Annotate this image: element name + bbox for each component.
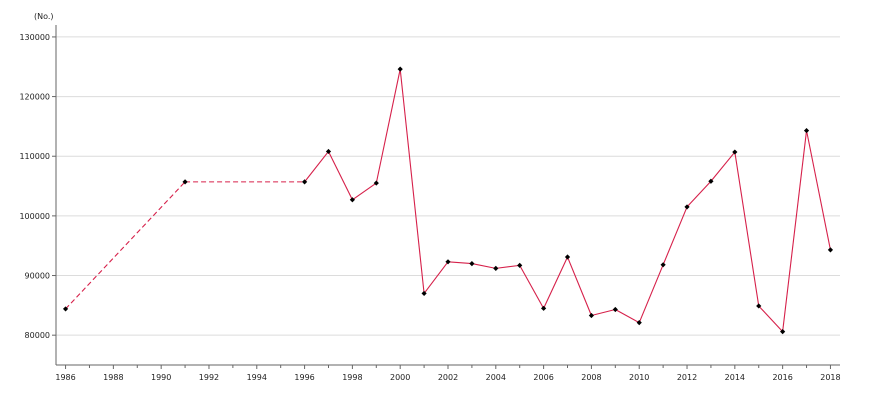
y-tick-label: 130000 xyxy=(19,33,50,42)
data-series xyxy=(65,69,831,332)
data-point xyxy=(636,320,642,326)
series-segment xyxy=(399,69,425,294)
x-tick-label: 2010 xyxy=(629,373,649,382)
series-segment xyxy=(543,256,569,309)
series-segment xyxy=(638,264,664,323)
series-segment xyxy=(495,264,520,269)
x-tick-label: 2006 xyxy=(533,373,553,382)
x-tick-label: 1992 xyxy=(199,373,219,382)
x-tick-label: 1988 xyxy=(103,373,123,382)
data-point xyxy=(708,178,714,184)
series-segment xyxy=(758,305,784,332)
data-point xyxy=(445,259,451,265)
data-point xyxy=(612,306,618,313)
series-segment xyxy=(734,151,760,307)
data-point xyxy=(564,254,571,260)
grid-lines xyxy=(56,36,840,336)
data-point xyxy=(325,148,332,155)
data-point xyxy=(732,149,738,155)
y-axis-ticks: 80000 90000 100000 110000 120000 130000 xyxy=(19,33,56,340)
data-point xyxy=(349,197,355,203)
series-segment xyxy=(591,308,616,317)
series-segment xyxy=(327,151,353,201)
data-point xyxy=(756,303,762,309)
y-tick-label: 110000 xyxy=(19,152,50,161)
data-point xyxy=(684,204,690,210)
x-tick-label: 1994 xyxy=(247,373,267,382)
x-tick-label: 2014 xyxy=(725,373,745,382)
data-markers xyxy=(62,66,834,335)
y-unit-label: (No.) xyxy=(34,12,54,21)
series-segment xyxy=(423,261,449,294)
data-point xyxy=(588,312,595,319)
series-segment xyxy=(662,206,688,265)
data-point xyxy=(541,305,547,311)
series-segment xyxy=(304,151,329,183)
data-point xyxy=(469,260,475,267)
series-segment xyxy=(615,309,640,324)
data-point xyxy=(397,66,403,72)
series-segment xyxy=(782,130,808,332)
y-tick-label: 100000 xyxy=(19,212,50,221)
y-tick-label: 80000 xyxy=(25,331,50,340)
series-segment xyxy=(567,256,592,316)
x-tick-label: 2016 xyxy=(772,373,792,382)
y-tick-label: 90000 xyxy=(25,272,50,281)
series-segment xyxy=(686,180,712,208)
y-tick-label: 120000 xyxy=(19,93,50,102)
x-tick-label: 2012 xyxy=(677,373,697,382)
x-axis-ticks: 1986 1988 1990 1992 1994 1996 1998 2000 2002 2004… xyxy=(55,365,841,382)
series-segment xyxy=(352,182,377,201)
x-tick-label: 2002 xyxy=(438,373,458,382)
x-tick-label: 1986 xyxy=(55,373,75,382)
x-tick-label: 1998 xyxy=(342,373,362,382)
series-segment-dashed xyxy=(65,181,186,310)
data-point xyxy=(493,265,499,271)
x-tick-label: 2000 xyxy=(390,373,410,382)
x-tick-label: 1990 xyxy=(151,373,171,382)
data-point xyxy=(182,179,188,185)
data-point xyxy=(301,179,308,185)
data-point xyxy=(660,262,666,268)
x-tick-label: 2008 xyxy=(581,373,601,382)
series-segment xyxy=(805,130,831,250)
x-tick-label: 2004 xyxy=(486,373,506,382)
x-tick-label: 2018 xyxy=(820,373,840,382)
series-segment xyxy=(519,265,545,309)
series-segment xyxy=(710,151,736,182)
data-point xyxy=(421,290,427,297)
series-segment xyxy=(375,69,401,184)
data-point xyxy=(827,247,834,253)
series-segment xyxy=(471,263,496,269)
data-point xyxy=(517,262,523,268)
data-point xyxy=(373,180,379,186)
data-point xyxy=(62,306,69,312)
series-segment xyxy=(447,261,472,265)
data-point xyxy=(803,127,810,134)
x-tick-label: 1996 xyxy=(294,373,314,382)
data-point xyxy=(780,328,786,335)
